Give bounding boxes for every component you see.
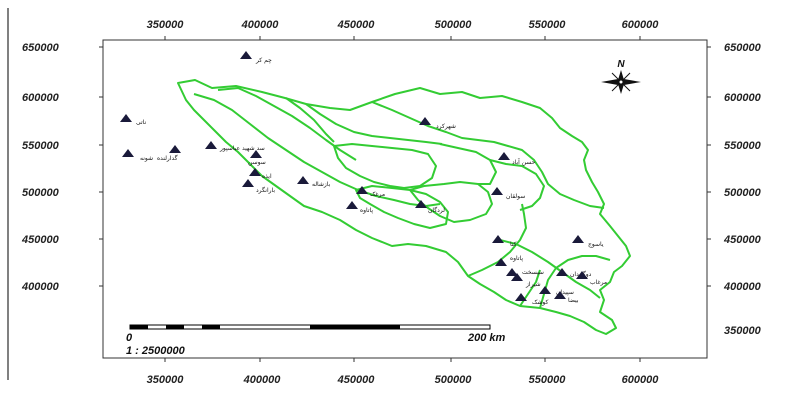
station-label: مرغاب [590, 279, 607, 286]
station-label: مرغک [370, 191, 385, 198]
scale-ratio: 1 : 2500000 [126, 345, 186, 357]
scale-bar: 0 200 km 1 : 2500000 [126, 324, 506, 357]
station-marker: سیسخت [506, 268, 544, 276]
station-marker: کوشک [515, 293, 548, 306]
station-marker: شیراز [511, 273, 541, 288]
station-label: شهرکرد [436, 123, 456, 130]
station-label: بازشاله [312, 181, 331, 188]
station-label: سد شهید عباسپور [219, 145, 265, 152]
basin-outline [177, 79, 631, 335]
station-label: یاسوج [588, 241, 604, 248]
station-label: چم کر [255, 57, 272, 64]
station-marker: شونه [122, 149, 153, 162]
station-label: کتا [510, 241, 517, 248]
station-marker: پاتاوه [346, 201, 373, 214]
y-axis-right: 650000 600000 550000 500000 450000 40000… [723, 42, 762, 337]
station-marker: سد شهید عباسپور [205, 141, 265, 152]
x-tick-label: 550000 [529, 374, 567, 386]
sub-basin [305, 103, 443, 145]
station-marker: سوسن [248, 150, 266, 166]
sub-basin [467, 203, 527, 277]
y-tick-label: 650000 [22, 42, 60, 54]
sub-basin [499, 239, 601, 299]
tick-marks [99, 36, 711, 362]
station-marker: مرغک [356, 186, 385, 198]
north-arrow: N [601, 59, 641, 94]
station-label: سولقان [506, 193, 525, 200]
x-tick-label: 550000 [529, 19, 567, 31]
sub-basin [285, 97, 335, 143]
station-marker: ایذه [249, 168, 272, 180]
x-tick-label: 400000 [241, 19, 280, 31]
station-marker: سپیدان [539, 286, 574, 296]
sub-basin [333, 143, 437, 189]
station-marker: شهرکرد [419, 117, 456, 130]
station-marker: پاتاوه [495, 255, 523, 266]
sub-basin [355, 185, 449, 229]
station-marker: چم کر [240, 51, 272, 64]
y-tick-label: 600000 [22, 92, 60, 104]
x-axis-bottom: 350000 400000 450000 500000 550000 60000… [147, 374, 660, 386]
station-label: کوشک [532, 299, 548, 306]
sub-basin [439, 143, 497, 185]
station-label: بیضا [568, 297, 579, 304]
y-tick-label: 400000 [723, 281, 762, 293]
station-label: ناتی [136, 119, 146, 126]
station-label: پاتاوه [510, 255, 523, 262]
stations: چم کر ناتی شونه گدارلنده سد شهید عباسپور… [120, 51, 607, 306]
y-tick-label: 500000 [22, 187, 60, 199]
x-tick-label: 350000 [147, 19, 185, 31]
station-label: گدارلنده [157, 154, 178, 162]
station-label: حسن آباد [512, 157, 536, 166]
y-tick-label: 550000 [724, 140, 762, 152]
station-label: پاتاوه [360, 207, 373, 214]
y-tick-label: 650000 [724, 42, 762, 54]
y-tick-label: 600000 [724, 92, 762, 104]
x-axis-top: 350000 400000 450000 500000 550000 60000… [147, 19, 660, 31]
station-marker: ناتی [120, 114, 146, 126]
station-label: شونه [140, 155, 153, 162]
station-marker: لردگان [415, 200, 445, 214]
y-tick-label: 550000 [22, 140, 60, 152]
sub-basin [489, 159, 545, 211]
x-tick-label: 400000 [243, 374, 282, 386]
y-tick-label: 450000 [723, 234, 762, 246]
station-marker: بازشاله [297, 176, 331, 188]
x-tick-label: 450000 [337, 19, 376, 31]
station-marker: بارانگرد [242, 179, 275, 194]
station-label: سپیدان [556, 289, 574, 296]
north-label: N [617, 59, 625, 70]
station-marker: یاسوج [572, 235, 604, 248]
station-label: سیسخت [522, 269, 544, 276]
scale-start: 0 [126, 332, 133, 344]
scale-end: 200 km [467, 332, 506, 344]
map-frame [102, 39, 708, 359]
sub-basin [193, 93, 441, 207]
station-marker: گدارلنده [157, 145, 181, 162]
y-axis-left: 650000 600000 550000 500000 450000 40000… [21, 42, 60, 293]
station-label: بارانگرد [256, 186, 275, 194]
x-tick-label: 500000 [435, 19, 473, 31]
station-marker: کتا [492, 235, 517, 248]
y-tick-label: 500000 [724, 187, 762, 199]
station-marker: بیضا [554, 291, 579, 304]
station-label: لردگان [428, 206, 445, 214]
station-label: شیراز [525, 281, 541, 288]
station-marker: دوگنبدان [556, 268, 592, 278]
y-tick-label: 450000 [21, 234, 60, 246]
x-tick-label: 500000 [435, 374, 473, 386]
station-marker: مرغاب [576, 271, 607, 286]
station-marker: سولقان [491, 187, 525, 200]
station-label: ایذه [262, 173, 272, 180]
x-tick-label: 450000 [337, 374, 376, 386]
y-tick-label: 400000 [21, 281, 60, 293]
x-tick-label: 600000 [622, 19, 660, 31]
sub-basin [409, 181, 493, 223]
station-label: سوسن [248, 159, 266, 166]
station-marker: حسن آباد [498, 152, 536, 166]
y-tick-label: 350000 [724, 325, 762, 337]
x-tick-label: 350000 [147, 374, 185, 386]
x-tick-label: 600000 [622, 374, 660, 386]
